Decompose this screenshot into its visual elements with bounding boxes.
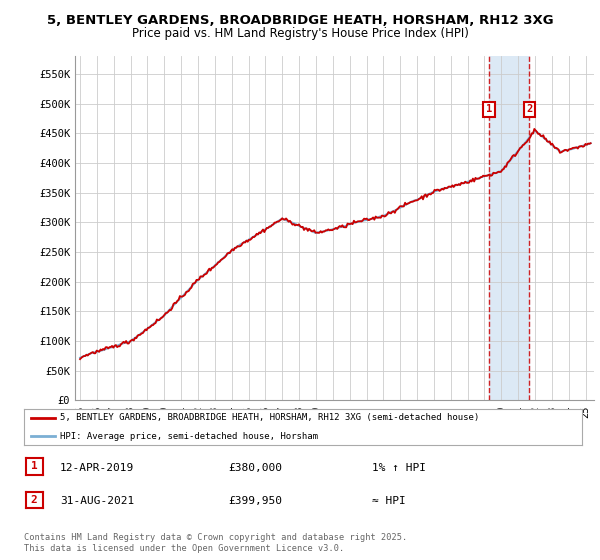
- Bar: [489, 56, 529, 400]
- Text: £399,950: £399,950: [228, 496, 282, 506]
- Text: 12-APR-2019: 12-APR-2019: [60, 463, 134, 473]
- Text: 2: 2: [31, 495, 38, 505]
- Text: Price paid vs. HM Land Registry's House Price Index (HPI): Price paid vs. HM Land Registry's House …: [131, 27, 469, 40]
- Text: 1: 1: [31, 461, 38, 472]
- Text: 1: 1: [486, 105, 493, 114]
- Text: £380,000: £380,000: [228, 463, 282, 473]
- Text: ≈ HPI: ≈ HPI: [372, 496, 406, 506]
- Text: 5, BENTLEY GARDENS, BROADBRIDGE HEATH, HORSHAM, RH12 3XG (semi-detached house): 5, BENTLEY GARDENS, BROADBRIDGE HEATH, H…: [60, 413, 479, 422]
- Text: 2: 2: [526, 105, 533, 114]
- Text: 1% ↑ HPI: 1% ↑ HPI: [372, 463, 426, 473]
- Text: 31-AUG-2021: 31-AUG-2021: [60, 496, 134, 506]
- Text: HPI: Average price, semi-detached house, Horsham: HPI: Average price, semi-detached house,…: [60, 432, 318, 441]
- Text: 5, BENTLEY GARDENS, BROADBRIDGE HEATH, HORSHAM, RH12 3XG: 5, BENTLEY GARDENS, BROADBRIDGE HEATH, H…: [47, 14, 553, 27]
- Text: Contains HM Land Registry data © Crown copyright and database right 2025.
This d: Contains HM Land Registry data © Crown c…: [24, 533, 407, 553]
